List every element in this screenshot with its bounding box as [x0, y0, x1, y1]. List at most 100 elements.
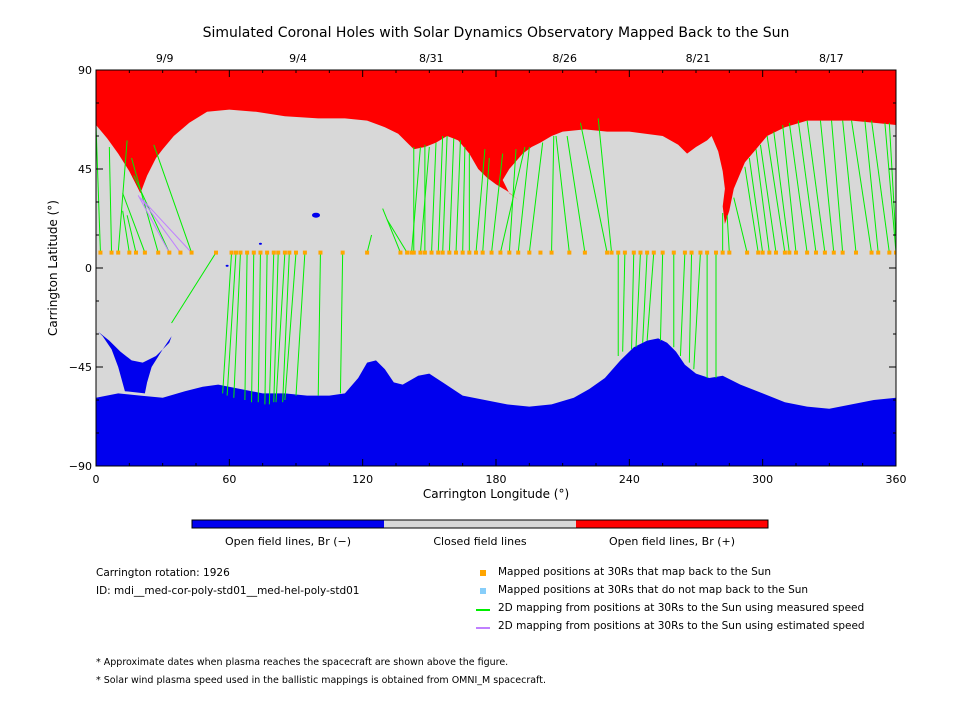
top-date-label: 8/21	[686, 52, 711, 65]
mapped-point	[98, 250, 103, 255]
legend-marker	[476, 627, 490, 629]
note-speed: * Solar wind plasma speed used in the ba…	[96, 675, 546, 686]
mapped-point	[178, 250, 183, 255]
measured-mapping-line	[864, 120, 879, 253]
measured-mapping-line	[635, 252, 641, 348]
mapped-point	[782, 250, 787, 255]
note-dates: * Approximate dates when plasma reaches …	[96, 657, 509, 668]
measured-mapping-line	[491, 153, 504, 253]
mapped-point	[854, 250, 858, 255]
measured-mapping-line	[475, 149, 486, 253]
x-tick-label: 60	[222, 473, 236, 486]
mapped-point	[549, 250, 554, 255]
measured-mapping-line	[517, 146, 530, 253]
mapped-point	[876, 250, 881, 255]
mapped-point	[258, 250, 263, 255]
mapped-point	[631, 250, 636, 255]
x-tick-label: 180	[486, 473, 507, 486]
mapped-point	[767, 250, 772, 255]
measured-mapping-line	[222, 252, 233, 394]
mapped-point	[814, 250, 818, 255]
legend-marker	[480, 588, 486, 594]
chart-title: Simulated Coronal Holes with Solar Dynam…	[203, 25, 790, 41]
measured-mapping-line	[482, 157, 490, 253]
mapped-point	[616, 250, 621, 255]
mapped-point	[480, 250, 485, 255]
measured-mapping-line	[264, 252, 268, 405]
mapped-point	[887, 250, 892, 255]
measured-mapping-line	[508, 149, 517, 253]
mapped-point	[645, 250, 650, 255]
mapped-point	[429, 250, 434, 255]
measured-mapping-line	[766, 135, 786, 253]
negative-spot	[258, 242, 262, 245]
mapped-point	[294, 250, 298, 255]
measured-mapping-line	[251, 252, 255, 403]
mapped-point	[760, 250, 765, 255]
mapped-point	[794, 250, 798, 255]
mapped-point	[409, 250, 414, 255]
measured-mapping-line	[133, 175, 170, 253]
x-tick-label: 300	[752, 473, 773, 486]
mapped-point	[271, 250, 276, 255]
mapped-point	[538, 250, 543, 255]
colorbar-label: Open field lines, Br (+)	[609, 535, 735, 548]
mapped-point	[805, 250, 810, 255]
top-date-label: 8/31	[419, 52, 444, 65]
measured-mapping-line	[759, 144, 777, 253]
measured-mapping-line	[726, 215, 730, 253]
measured-mapping-line	[257, 252, 261, 403]
measured-mapping-line	[788, 122, 808, 253]
x-tick-label: 120	[352, 473, 373, 486]
measured-mapping-line	[244, 252, 248, 401]
y-tick-label: −45	[69, 361, 92, 374]
measured-mapping-line	[382, 208, 401, 253]
measured-mapping-line	[831, 120, 844, 253]
measured-mapping-line	[284, 252, 297, 401]
measured-mapping-line	[171, 252, 217, 324]
mapped-point	[745, 250, 750, 255]
legend-label: Mapped positions at 30Rs that map back t…	[498, 566, 772, 578]
mapped-positions	[98, 250, 896, 255]
mapped-point	[109, 250, 114, 255]
measured-mapping-line	[366, 234, 373, 253]
mapped-point	[245, 250, 250, 255]
measured-mapping-line	[842, 120, 857, 253]
top-date-label: 8/26	[552, 52, 577, 65]
measured-mapping-line	[117, 140, 128, 253]
mapped-point	[440, 250, 445, 255]
measured-mapping-line	[411, 146, 421, 253]
top-date-label: 9/4	[289, 52, 307, 65]
colorbar-frame	[191, 519, 769, 529]
y-axis: 90 45 0 −45 −90	[69, 64, 896, 473]
mapped-point	[447, 250, 452, 255]
mapped-point	[234, 250, 238, 255]
top-date-axis: 9/9 9/4 8/31 8/26 8/21 8/17	[156, 52, 844, 65]
measured-mapping-line	[693, 252, 701, 370]
measured-mapping-line	[579, 122, 608, 253]
measured-mapping-line	[275, 252, 286, 403]
legend-label: Mapped positions at 30Rs that do not map…	[498, 584, 809, 596]
legend-marker	[480, 570, 486, 576]
measured-mapping-line	[528, 142, 544, 253]
colorbar-segment	[192, 520, 384, 528]
estimated-speed-mappings	[137, 195, 192, 253]
small-negative-spots	[225, 212, 320, 267]
measured-mapping-line	[566, 135, 586, 253]
mapped-point	[489, 250, 494, 255]
measured-mapping-line	[126, 215, 137, 253]
mapped-point	[705, 250, 710, 255]
mapped-point	[302, 250, 307, 255]
mapped-point	[720, 250, 725, 255]
measured-mapping-line	[96, 124, 101, 253]
negative-coronal-hole-lobe	[98, 331, 172, 394]
mapped-point	[189, 250, 194, 255]
mapped-point	[840, 250, 845, 255]
negative-spot	[225, 264, 229, 267]
mapped-point	[422, 250, 427, 255]
measured-mapping-line	[744, 166, 759, 253]
mapped-point	[605, 250, 610, 255]
measured-mapping-line	[733, 197, 748, 253]
measured-mapping-line	[437, 135, 444, 253]
